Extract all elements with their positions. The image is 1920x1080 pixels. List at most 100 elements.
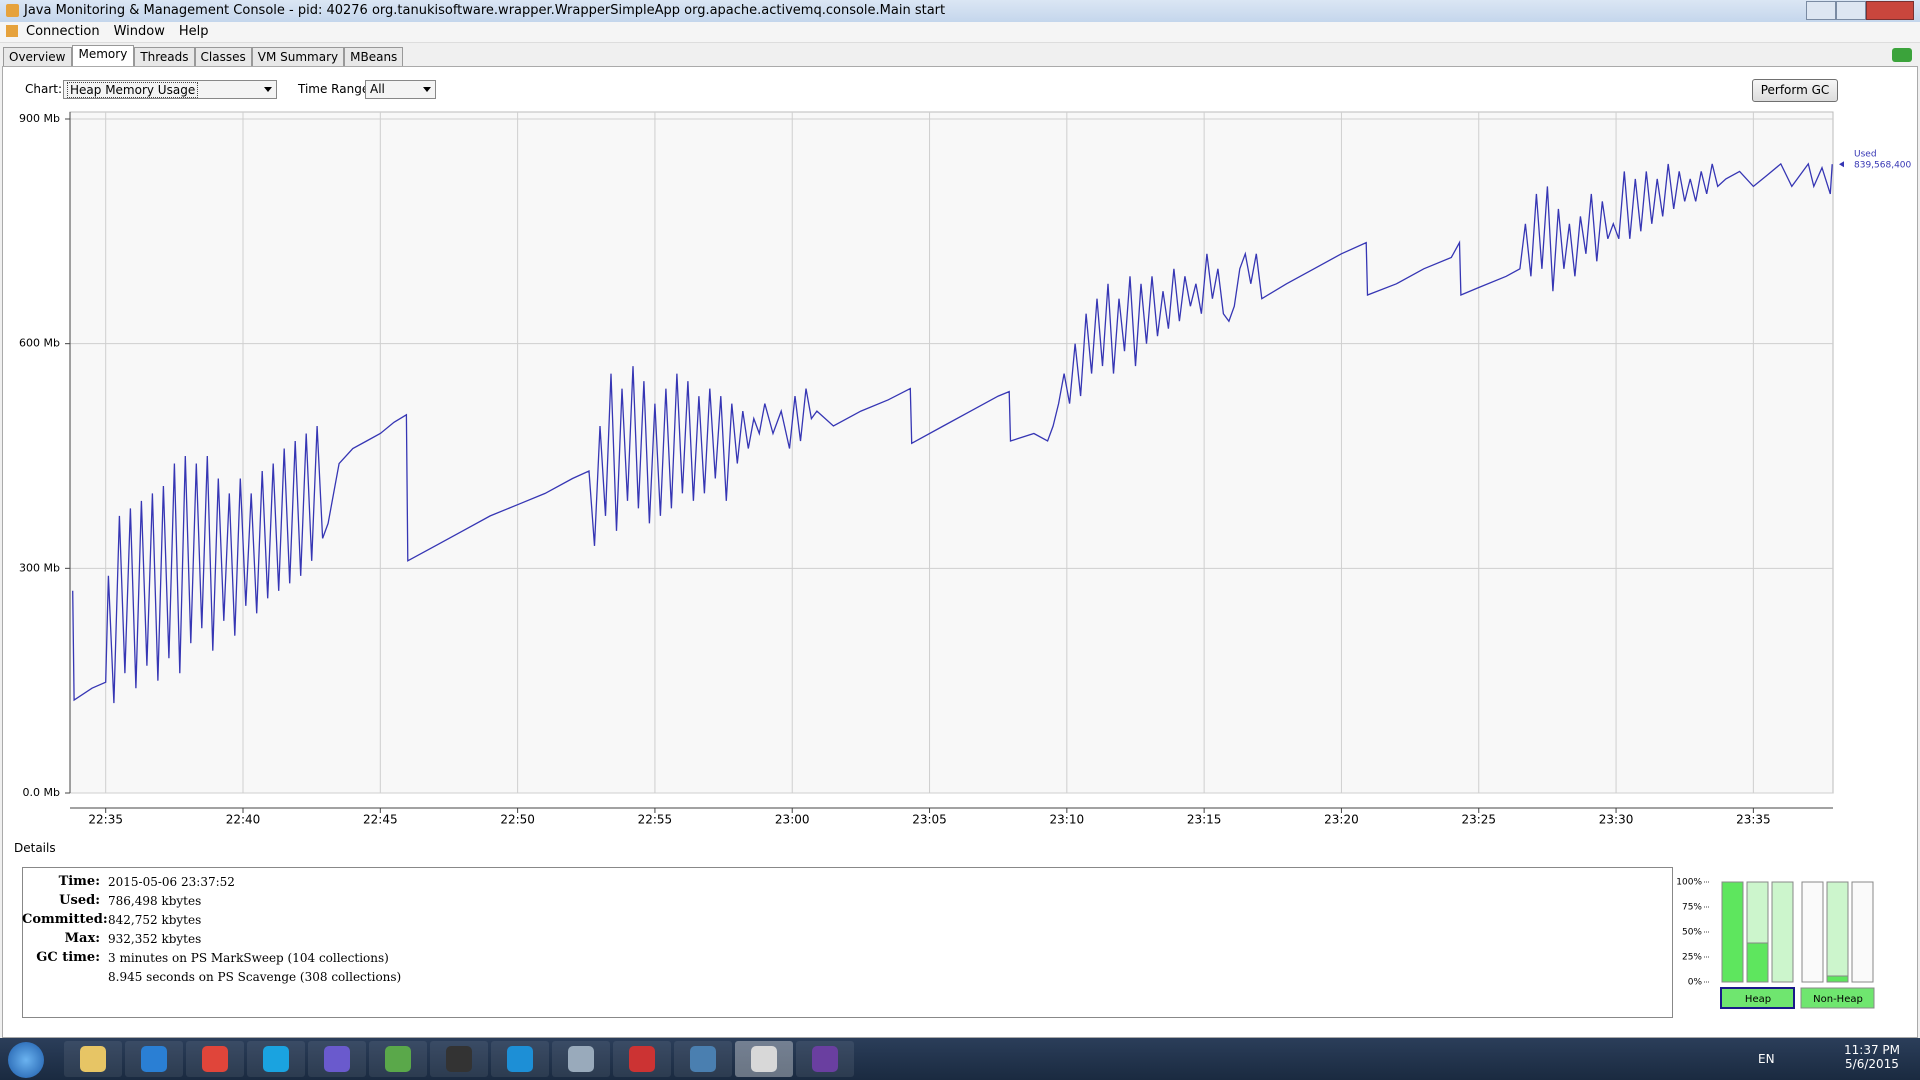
pool-used (1746, 942, 1769, 983)
detail-row: 8.945 seconds on PS Scavenge (308 collec… (22, 967, 401, 986)
tab[interactable]: Overview (3, 47, 72, 66)
app-icon (690, 1046, 716, 1072)
pool-committed (1851, 881, 1874, 983)
x-tick-label: 23:25 (1461, 813, 1496, 827)
app-icon (369, 1041, 427, 1077)
perform-gc-button[interactable]: Perform GC (1752, 79, 1838, 102)
details-label: Details (14, 841, 56, 855)
app-icon (796, 1041, 854, 1077)
menu-item[interactable]: Help (178, 24, 209, 39)
x-tick-label: 23:10 (1050, 813, 1085, 827)
app-icon (613, 1041, 671, 1077)
detail-value: 786,498 kbytes (108, 893, 202, 908)
app-icon (430, 1041, 488, 1077)
x-tick-label: 23:30 (1599, 813, 1634, 827)
x-tick-label: 23:35 (1736, 813, 1771, 827)
end-marker (1839, 161, 1844, 168)
app-icon (141, 1046, 167, 1072)
pool-label: Non-Heap (1813, 994, 1863, 1005)
pool-tick-label: 75% (1682, 903, 1702, 913)
menu-icon (6, 25, 18, 37)
tabs: Overview Memory Threads Classes VM Summary MB… (3, 45, 404, 66)
app-icon (186, 1041, 244, 1077)
tab[interactable]: Memory (71, 45, 135, 66)
x-tick-label: 23:15 (1187, 813, 1222, 827)
pool-tick-label: 100% (1676, 878, 1702, 888)
detail-row: Used: 786,498 kbytes (22, 891, 401, 910)
pool-committed (1801, 881, 1824, 983)
tab[interactable]: Threads (134, 47, 195, 66)
detail-row: Committed: 842,752 kbytes (22, 910, 401, 929)
pool-label: Heap (1745, 994, 1771, 1005)
taskbar: EN 11:37 PM 5/6/2015 (0, 1038, 1920, 1080)
menu-item[interactable]: Window (113, 24, 165, 39)
pool-committed (1826, 881, 1849, 983)
pool-tick-label: 25% (1682, 953, 1702, 963)
detail-row: Max: 932,352 kbytes (22, 929, 401, 948)
x-tick-label: 22:35 (88, 813, 123, 827)
start-button[interactable] (8, 1042, 44, 1078)
dropdown-arrow (423, 87, 431, 96)
pool-tick-label: 50% (1682, 928, 1702, 938)
y-tick-label: 300 Mb (19, 561, 60, 574)
detail-value: 3 minutes on PS MarkSweep (104 collectio… (108, 950, 389, 965)
x-tick-label: 22:55 (638, 813, 673, 827)
menu-bar: Connection Window Help (0, 22, 1920, 43)
pool-label-box[interactable] (1800, 987, 1875, 1009)
time-range-value: All (370, 82, 385, 96)
pool-used (1721, 881, 1744, 983)
title-bar: Java Monitoring & Management Console - p… (0, 0, 1920, 22)
x-tick-label: 23:05 (912, 813, 947, 827)
tab[interactable]: VM Summary (251, 47, 345, 66)
value-annotation: 839,568,400 (1854, 161, 1912, 171)
app-icon (507, 1046, 533, 1072)
menu-item[interactable]: Connection (26, 24, 100, 39)
app-icon (125, 1041, 183, 1077)
maximize-button[interactable] (1836, 1, 1866, 20)
minimize-button[interactable] (1806, 1, 1836, 20)
close-button[interactable] (1866, 1, 1914, 20)
x-tick-label: 22:45 (363, 813, 398, 827)
y-tick-label: 600 Mb (19, 337, 60, 350)
app-icon (552, 1041, 610, 1077)
detail-value: 842,752 kbytes (108, 912, 202, 927)
detail-row: Time: 2015-05-06 23:37:52 (22, 872, 401, 891)
pool-label-box[interactable] (1720, 987, 1795, 1009)
clock-time: 11:37 PM (1844, 1043, 1900, 1057)
x-tick-label: 23:20 (1324, 813, 1359, 827)
app-icon (751, 1046, 777, 1072)
pool-committed (1771, 881, 1794, 983)
chart-select[interactable]: Heap Memory Usage (63, 80, 277, 99)
app-icon (324, 1046, 350, 1072)
language: EN (1758, 1052, 1775, 1066)
detail-label: Time: (58, 874, 100, 889)
app-icon (6, 4, 19, 17)
taskbar-apps (64, 1041, 854, 1077)
x-tick-label: 22:40 (226, 813, 261, 827)
app-icon (446, 1046, 472, 1072)
details-text: Time: 2015-05-06 23:37:52 Used: 786,498 kby… (22, 872, 401, 986)
app-icon (735, 1041, 793, 1077)
window-title: Java Monitoring & Management Console - p… (24, 3, 946, 18)
series-name: Used (1854, 150, 1877, 160)
chart-label: Chart: (25, 82, 63, 96)
app-icon (202, 1046, 228, 1072)
app-icon (80, 1046, 106, 1072)
time-range-select[interactable]: All (365, 80, 436, 99)
connection-icon (1892, 48, 1912, 62)
tab[interactable]: Classes (194, 47, 252, 66)
detail-label: Max: (64, 931, 100, 946)
y-tick-label: 0.0 Mb (23, 786, 60, 799)
tab[interactable]: MBeans (344, 47, 404, 66)
app-icon (629, 1046, 655, 1072)
detail-row: GC time: 3 minutes on PS MarkSweep (104 c… (22, 948, 401, 967)
menu: Connection Window Help (26, 24, 208, 39)
app-icon (64, 1041, 122, 1077)
clock-date: 5/6/2015 (1845, 1057, 1899, 1071)
app-icon (247, 1041, 305, 1077)
plot-area (69, 111, 1834, 794)
detail-label: Committed: (22, 912, 108, 927)
app-icon (568, 1046, 594, 1072)
app-icon (812, 1046, 838, 1072)
